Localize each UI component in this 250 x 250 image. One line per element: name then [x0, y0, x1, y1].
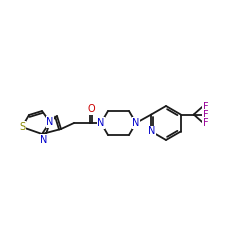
Text: N: N	[46, 117, 54, 127]
Text: F: F	[203, 102, 208, 112]
Text: F: F	[203, 110, 208, 120]
Text: N: N	[132, 118, 140, 128]
Text: N: N	[40, 135, 48, 145]
Text: N: N	[148, 126, 155, 136]
Text: F: F	[203, 118, 208, 128]
Text: S: S	[19, 122, 25, 132]
Text: O: O	[87, 104, 95, 114]
Text: N: N	[97, 118, 105, 128]
